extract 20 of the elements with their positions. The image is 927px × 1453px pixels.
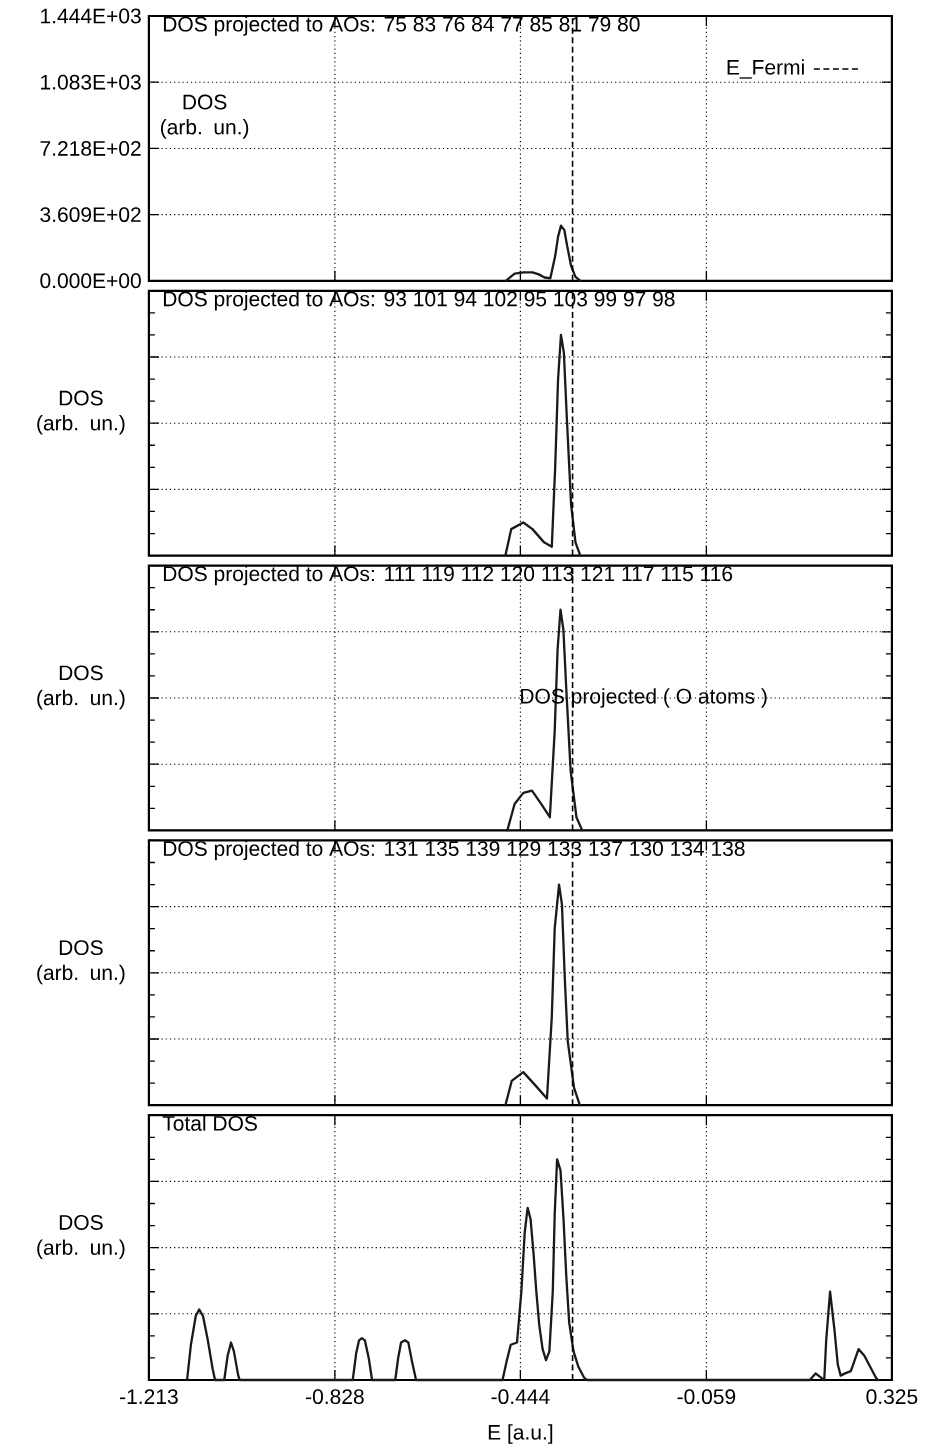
y-tick-label: 1.083E+03 xyxy=(41,74,141,90)
ref-line-label: E_Fermi xyxy=(727,59,804,79)
y-tick-label: 1.444E+03 xyxy=(41,8,141,24)
y-axis-title: DOS (arb. un.) xyxy=(37,390,125,435)
y-axis-title: DOS (arb. un.) xyxy=(37,665,125,710)
chart-title: DOS projected to AOs: 131 135 139 129 133 137 130 134 138 xyxy=(164,840,745,861)
x-axis-title: E [a.u.] xyxy=(488,1424,553,1444)
x-tick-label: -0.828 xyxy=(306,1389,364,1405)
y-axis-title: DOS (arb. un.) xyxy=(161,94,249,139)
y-tick-label: 0.000E+00 xyxy=(40,273,141,289)
y-tick-label: 7.218E+02 xyxy=(40,141,141,156)
y-axis-title: DOS (arb. un.) xyxy=(37,1215,125,1260)
chart-title: Total DOS xyxy=(162,1115,257,1131)
x-tick-label: -0.059 xyxy=(677,1389,736,1405)
x-tick-label: -1.213 xyxy=(120,1389,178,1405)
x-tick-label: -0.444 xyxy=(491,1389,550,1405)
y-axis-title: DOS (arb. un.) xyxy=(37,940,125,985)
x-tick-label: 0.325 xyxy=(866,1389,918,1405)
y-tick-label: 3.609E+02 xyxy=(40,207,141,223)
chart-title: DOS projected to AOs: 93 101 94 102 95 103 99 97 98 xyxy=(164,290,675,311)
